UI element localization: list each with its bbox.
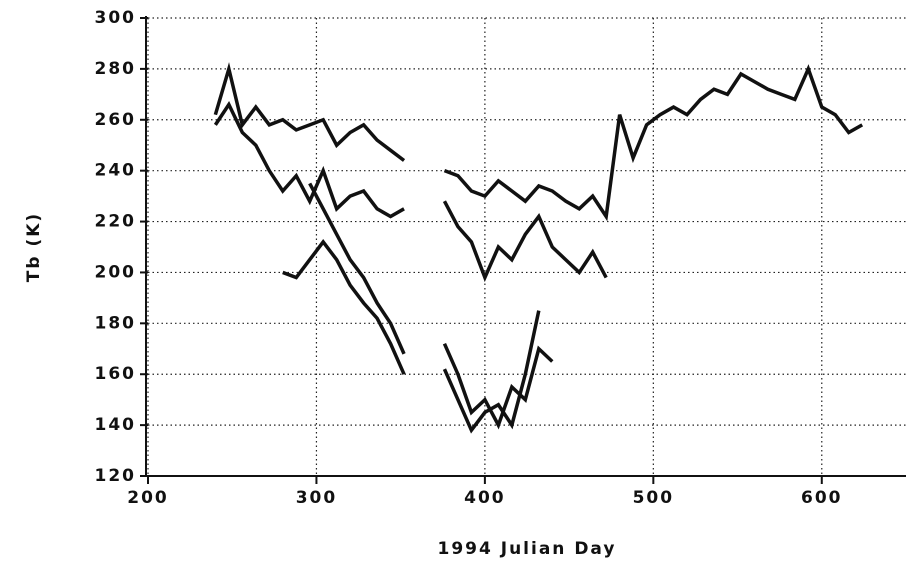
y-tick-label: 160 xyxy=(95,364,137,384)
y-tick-label: 220 xyxy=(95,212,137,232)
y-tick-label: 260 xyxy=(95,110,137,130)
data-line xyxy=(282,239,554,430)
y-tick-label: 280 xyxy=(95,59,137,79)
y-tick-label: 240 xyxy=(95,161,137,181)
y-tick-label: 180 xyxy=(95,313,137,333)
x-tick-label: 500 xyxy=(633,488,675,508)
data-line xyxy=(213,62,864,222)
y-axis-label: Tb (K) xyxy=(24,212,44,282)
x-tick-label: 300 xyxy=(296,488,338,508)
y-tick-label: 140 xyxy=(95,415,137,435)
y-tick-label: 200 xyxy=(95,262,137,282)
x-tick-label: 400 xyxy=(464,488,506,508)
x-tick-label: 600 xyxy=(801,488,843,508)
y-tick-label: 120 xyxy=(95,466,137,486)
y-tick-label: 300 xyxy=(95,8,137,28)
data-line xyxy=(213,100,608,283)
data-line xyxy=(308,182,541,434)
x-tick-label: 200 xyxy=(127,488,169,508)
x-axis-label: 1994 Julian Day xyxy=(438,539,617,559)
